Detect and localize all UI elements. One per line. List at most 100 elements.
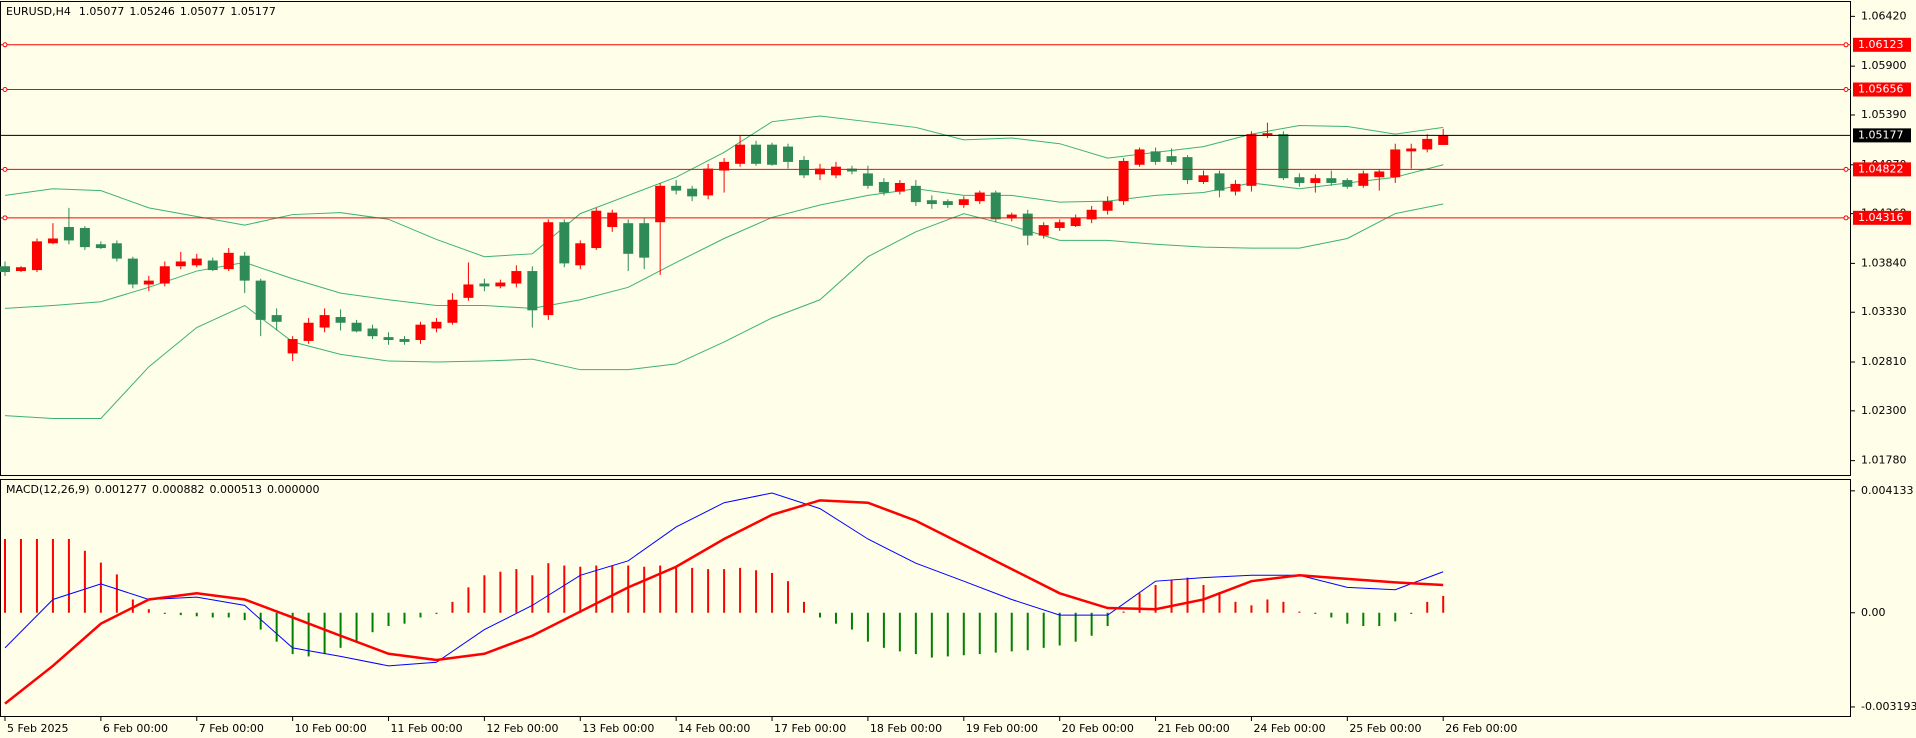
candle-body — [735, 144, 746, 164]
main-panel — [0, 1, 1851, 476]
candle-body — [223, 252, 234, 270]
x-tick-label: 14 Feb 00:00 — [678, 722, 750, 735]
candle-body — [1342, 180, 1353, 187]
candle-body — [591, 210, 602, 249]
candle-body — [703, 168, 714, 196]
candle-body — [767, 144, 778, 165]
candle-body — [527, 271, 538, 311]
symbol: EURUSD,H4 — [6, 5, 71, 18]
candle-body — [1374, 171, 1385, 178]
y-tick-label: 1.03330 — [1861, 305, 1907, 318]
candle-body — [958, 199, 969, 205]
candle-body — [559, 222, 570, 264]
candle-body — [47, 238, 58, 244]
candle-body — [431, 321, 442, 329]
candle-body — [926, 200, 937, 205]
candle-body — [687, 188, 698, 197]
candle-body — [95, 244, 106, 249]
candle-body — [799, 159, 809, 176]
candle-body — [1230, 183, 1241, 192]
main-header: EURUSD,H4 1.05077 1.05246 1.05077 1.05177 — [6, 5, 276, 18]
candle-body — [1358, 173, 1369, 186]
candle-body — [1102, 201, 1113, 211]
level-label: 1.04316 — [1858, 211, 1904, 224]
indicator-name: MACD(12,26,9) — [6, 483, 90, 496]
candle-body — [1134, 149, 1145, 165]
candle-body — [1406, 148, 1417, 152]
y-tick-label: 1.03840 — [1861, 256, 1907, 269]
x-tick-label: 7 Feb 00:00 — [199, 722, 264, 735]
candle-body — [990, 192, 1001, 220]
level-handle — [2, 166, 8, 172]
candle-body — [671, 185, 682, 191]
level-label: 1.05656 — [1858, 83, 1904, 96]
x-tick-label: 26 Feb 00:00 — [1445, 722, 1517, 735]
candle-body — [207, 260, 218, 271]
low: 1.05077 — [180, 5, 226, 18]
candle-body — [335, 317, 346, 323]
level-handle — [1843, 166, 1849, 172]
y-tick-label: 1.06420 — [1861, 9, 1907, 22]
candle-body — [1438, 135, 1449, 145]
candle-body — [271, 315, 282, 322]
x-tick-label: 21 Feb 00:00 — [1158, 722, 1230, 735]
candle-body — [367, 328, 378, 337]
level-label-box — [1853, 128, 1911, 143]
x-tick-label: 25 Feb 00:00 — [1349, 722, 1421, 735]
candle-body — [0, 266, 10, 273]
candle-body — [607, 212, 618, 228]
level-label-box — [1853, 210, 1911, 225]
y-tick-label: -0.003193 — [1861, 700, 1916, 713]
candle-body — [894, 182, 905, 192]
level-handle — [1843, 87, 1849, 93]
candle-body — [1182, 157, 1193, 181]
bollinger-band — [4, 115, 1444, 258]
candle-body — [1390, 149, 1401, 178]
candle-body — [1278, 134, 1289, 179]
x-tick-label: 11 Feb 00:00 — [391, 722, 463, 735]
level-handle — [2, 215, 8, 221]
x-tick-label: 20 Feb 00:00 — [1062, 722, 1134, 735]
y-tick-label: 1.01780 — [1861, 454, 1907, 467]
candle-body — [1054, 222, 1065, 228]
candle-body — [783, 146, 794, 162]
x-tick-label: 18 Feb 00:00 — [870, 722, 942, 735]
candle-body — [623, 223, 634, 254]
level-label-box — [1853, 37, 1911, 52]
macd-line — [4, 492, 1444, 667]
candle-body — [1294, 177, 1305, 183]
candle-body — [1118, 160, 1129, 202]
candle-body — [79, 227, 90, 248]
x-tick-label: 10 Feb 00:00 — [295, 722, 367, 735]
signal-line — [4, 499, 1444, 705]
close: 1.05177 — [230, 5, 276, 18]
x-tick-label: 13 Feb 00:00 — [582, 722, 654, 735]
candle-body — [399, 339, 410, 342]
x-tick-label: 24 Feb 00:00 — [1253, 722, 1325, 735]
candle-body — [175, 261, 186, 267]
open: 1.05077 — [79, 5, 125, 18]
indicator-value: 0.001277 — [95, 483, 148, 496]
candle-body — [511, 271, 522, 284]
candle-body — [1166, 156, 1177, 162]
candle-body — [1150, 151, 1161, 162]
candle-body — [830, 166, 841, 176]
candle-body — [159, 266, 170, 284]
x-tick-label: 6 Feb 00:00 — [103, 722, 168, 735]
candle-body — [447, 299, 458, 323]
y-tick-label: 0.00 — [1861, 606, 1886, 619]
x-tick-label: 5 Feb 2025 — [7, 722, 68, 735]
candle-body — [1262, 133, 1273, 136]
candle-body — [655, 185, 666, 223]
candle-body — [111, 243, 122, 259]
candle-body — [31, 241, 42, 271]
candle-body — [415, 324, 426, 340]
candle-body — [1038, 225, 1049, 236]
candle-body — [143, 280, 154, 285]
candle-body — [351, 322, 362, 332]
candle-body — [191, 258, 202, 266]
candle-body — [719, 161, 730, 171]
candle-body — [1006, 214, 1017, 219]
candle-body — [846, 168, 857, 172]
